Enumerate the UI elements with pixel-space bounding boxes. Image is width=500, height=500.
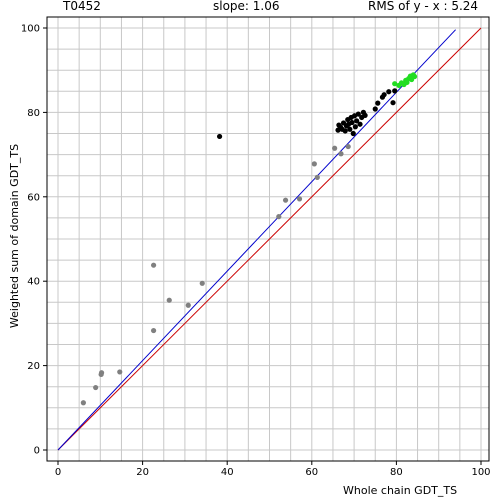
data-point-gray	[98, 370, 105, 376]
x-axis-label: Whole chain GDT_TS	[343, 484, 457, 497]
data-point-gray	[332, 145, 338, 151]
y-tick-labels: 0 20 40 60 80 100	[21, 24, 47, 457]
x-tick-label: 100	[471, 467, 490, 478]
data-point-gray	[282, 197, 289, 203]
data-point-black	[349, 119, 355, 126]
data-point-black	[392, 88, 398, 94]
plot-frame	[46, 16, 490, 462]
data-point-gray	[276, 214, 282, 220]
data-point-black	[357, 121, 363, 127]
data-point-black	[372, 106, 378, 112]
y-tick-label: 100	[21, 24, 40, 35]
slope-label: slope: 1.06	[213, 0, 280, 13]
data-point-gray	[80, 400, 86, 406]
x-tick-label: 20	[136, 467, 149, 478]
data-point-black	[362, 112, 368, 118]
x-tick-label: 80	[390, 467, 403, 478]
y-tick-label: 40	[27, 277, 40, 288]
data-point-gray	[296, 196, 303, 202]
data-point-gray	[314, 174, 320, 180]
y-tick-label: 0	[34, 446, 40, 457]
grid-lines	[47, 17, 489, 461]
data-point-green	[392, 81, 398, 87]
x-tick-labels: 0 20 40 60 80 100	[55, 461, 491, 478]
data-point-green	[411, 73, 418, 80]
diagonal-line	[57, 27, 482, 451]
data-point-gray	[185, 302, 191, 308]
data-point-gray	[311, 161, 317, 167]
data-point-gray	[345, 143, 351, 150]
data-point-gray	[150, 262, 157, 268]
y-tick-label: 20	[27, 361, 40, 372]
data-point-black	[342, 128, 348, 134]
data-point-black	[347, 126, 353, 132]
y-tick-label: 80	[27, 108, 40, 119]
x-tick-label: 60	[305, 467, 318, 478]
y-tick-label: 60	[27, 192, 40, 203]
data-point-black	[354, 118, 360, 124]
data-point-black	[375, 100, 381, 106]
data-point-gray	[166, 297, 172, 303]
data-point-black	[352, 124, 358, 130]
reference-lines	[57, 27, 482, 451]
x-tick-label: 40	[221, 467, 234, 478]
data-points	[80, 72, 418, 406]
data-point-gray	[150, 327, 157, 334]
data-point-black	[390, 100, 396, 106]
data-point-gray	[117, 369, 123, 375]
data-point-gray	[338, 151, 344, 157]
fit-line	[57, 29, 456, 451]
data-point-black	[216, 133, 223, 140]
data-point-black	[381, 92, 387, 98]
x-tick-label: 0	[55, 467, 61, 478]
target-id-label: T0452	[62, 0, 101, 13]
data-point-black	[355, 111, 361, 117]
data-point-gray	[199, 280, 205, 286]
y-axis-label: Weighted sum of domain GDT_TS	[8, 144, 21, 328]
data-point-gray	[93, 384, 99, 391]
rms-label: RMS of y - x : 5.24	[368, 0, 478, 13]
plot-border	[46, 16, 490, 462]
data-point-black	[386, 89, 392, 95]
data-point-black	[350, 130, 356, 137]
